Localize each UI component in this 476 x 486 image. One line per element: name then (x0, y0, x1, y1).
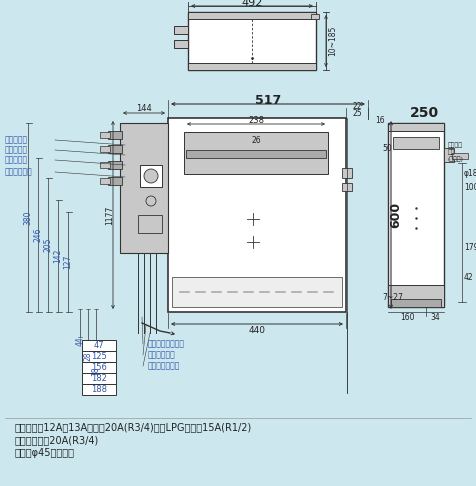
Text: 492: 492 (241, 0, 263, 8)
Text: 182: 182 (91, 374, 107, 383)
Bar (186, 150, 326, 158)
Text: 26: 26 (251, 136, 261, 144)
Text: 7~27: 7~27 (382, 293, 403, 301)
Bar (108, 131, 122, 139)
Bar (108, 161, 122, 169)
Text: ふろ　φ45ゴム連結: ふろ φ45ゴム連結 (15, 448, 75, 458)
Text: 47: 47 (94, 341, 104, 350)
Text: (付属品): (付属品) (448, 156, 464, 162)
Bar (452, 153, 468, 159)
Text: 205: 205 (43, 238, 52, 252)
Bar (168, 118, 346, 312)
Text: ガス接続口: ガス接続口 (5, 156, 28, 164)
Text: 250: 250 (409, 106, 438, 120)
Bar (82, 351, 116, 362)
Bar (188, 63, 316, 70)
Text: 50: 50 (382, 143, 392, 153)
Text: 34: 34 (430, 312, 440, 322)
Text: 100: 100 (464, 183, 476, 191)
Text: 144: 144 (136, 104, 152, 112)
Text: 25: 25 (352, 108, 362, 118)
Text: 127: 127 (63, 255, 72, 269)
Bar (82, 340, 116, 351)
Text: 16: 16 (376, 116, 385, 124)
Bar (342, 183, 352, 191)
Text: 給湯接続口: 給湯接続口 (5, 136, 28, 144)
Text: 44: 44 (76, 336, 85, 346)
Text: ポンプ水抜き栓: ポンプ水抜き栓 (148, 362, 180, 370)
Text: 金具: 金具 (448, 149, 456, 155)
Bar (100, 178, 110, 184)
Bar (388, 285, 444, 307)
Text: 125: 125 (91, 352, 107, 361)
Text: 600: 600 (389, 202, 403, 228)
Bar (108, 177, 122, 185)
Bar (82, 362, 116, 373)
Text: 1177: 1177 (106, 206, 115, 225)
Text: 246: 246 (33, 228, 42, 242)
Text: 179: 179 (464, 243, 476, 251)
Bar (100, 132, 110, 138)
Bar (108, 145, 122, 153)
Text: 142: 142 (53, 249, 62, 263)
Text: 42: 42 (464, 273, 474, 281)
Text: ドレン配管接続口: ドレン配管接続口 (148, 340, 185, 348)
Bar (393, 137, 439, 149)
Text: 22: 22 (352, 102, 362, 110)
Text: 160: 160 (400, 312, 414, 322)
Text: 中和器水抜栓: 中和器水抜栓 (148, 350, 176, 360)
Circle shape (146, 196, 156, 206)
Text: 188: 188 (91, 385, 107, 394)
Text: 給湿・給水　20A(R3/4): 給湿・給水 20A(R3/4) (15, 435, 99, 445)
Bar (82, 384, 116, 395)
Text: ふろ水抜き栓: ふろ水抜き栓 (5, 168, 33, 176)
Bar (174, 40, 188, 48)
Bar (342, 168, 352, 178)
Text: 10~185: 10~185 (328, 26, 337, 56)
Text: ガス接続　12A・13A・・・20A(R3/4)　　LPG・・・15A(R1/2): ガス接続 12A・13A・・・20A(R3/4) LPG・・・15A(R1/2) (15, 422, 252, 432)
Bar (184, 132, 328, 174)
Bar (82, 373, 116, 384)
Text: 517: 517 (255, 93, 281, 106)
Text: 440: 440 (248, 326, 266, 334)
Bar (388, 123, 444, 307)
Text: 給水接続口: 給水接続口 (5, 145, 28, 155)
Text: 18: 18 (91, 366, 100, 376)
Bar (174, 26, 188, 34)
Bar (444, 148, 454, 162)
Bar (391, 299, 441, 307)
Bar (100, 146, 110, 152)
Text: 156: 156 (91, 363, 107, 372)
Bar (120, 123, 168, 253)
Bar (188, 12, 316, 70)
Bar (311, 14, 319, 19)
Bar (140, 165, 162, 187)
Bar (100, 162, 110, 168)
Circle shape (144, 169, 158, 183)
Text: 380: 380 (23, 210, 32, 225)
Text: 本体取付: 本体取付 (448, 142, 463, 148)
Text: φ18: φ18 (464, 169, 476, 177)
Bar (188, 12, 316, 19)
Text: 28: 28 (83, 351, 92, 361)
Bar (172, 277, 342, 307)
Bar (388, 123, 444, 131)
Text: 238: 238 (248, 116, 264, 124)
Bar (138, 215, 162, 233)
FancyArrowPatch shape (171, 332, 174, 335)
